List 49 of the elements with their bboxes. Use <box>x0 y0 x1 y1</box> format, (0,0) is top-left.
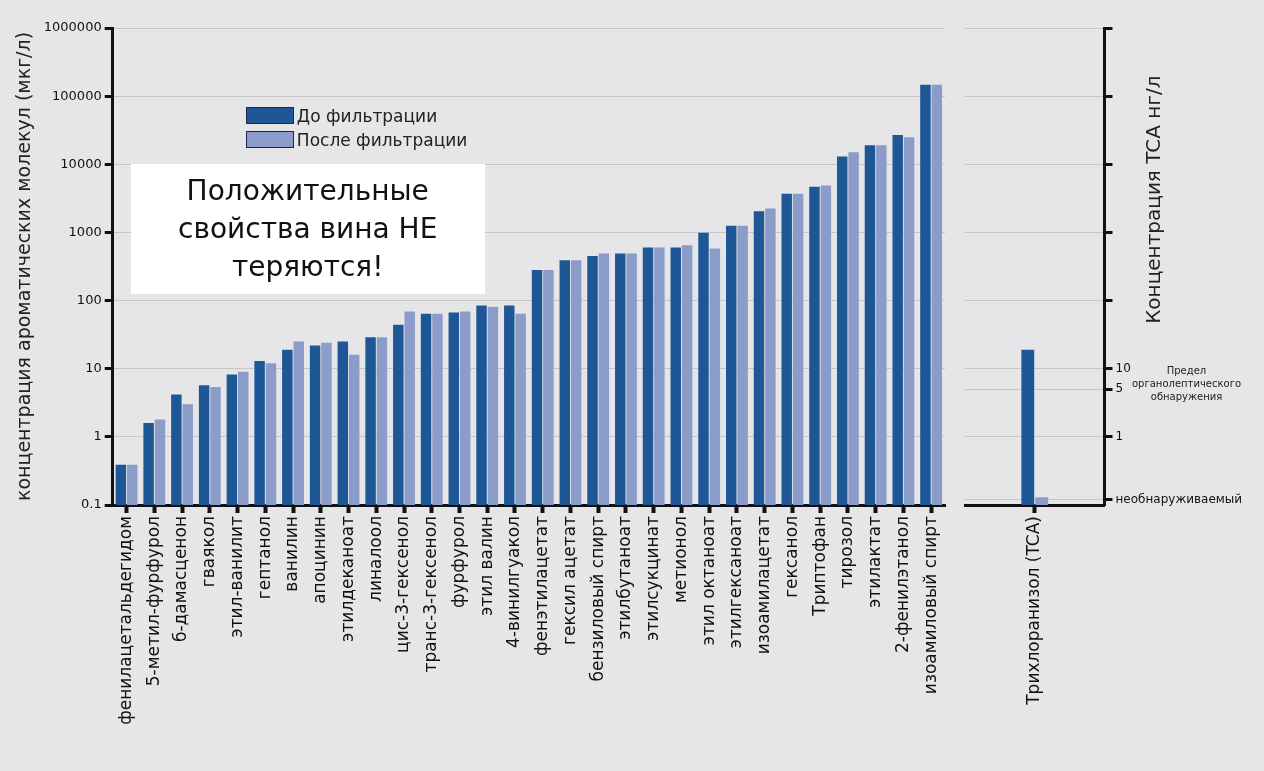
x-tick-label: этил октаноат <box>697 515 718 646</box>
x-tick-label: фурфурол <box>447 516 468 609</box>
x-tick-label: ванилин <box>281 516 302 592</box>
x-tick-label: бензиловый спирт <box>586 515 607 682</box>
x-tick-label: б-дамасценон <box>170 516 191 643</box>
x-tick-label: Трихлоранизол (TCA) <box>1023 516 1044 706</box>
x-tick-label: изоамилацетат <box>753 515 774 655</box>
x-tick-label: 4-винилгуакол <box>503 516 524 648</box>
x-tick-label: Триптофан <box>808 516 829 617</box>
x-tick-label: транс-3-гексенол <box>420 516 441 673</box>
y-tick-label: 10000 <box>60 155 102 171</box>
x-tick-label: фенэтилацетат <box>531 515 552 656</box>
y-tick-label: 1 <box>1115 428 1124 443</box>
y-tick-label: 1000 <box>68 223 102 239</box>
legend-label: После фильтрации <box>296 130 468 151</box>
x-tick-label: гваякол <box>198 516 219 588</box>
x-tick-label: гексанол <box>780 516 801 598</box>
y-tick-label: необнаруживаемый <box>1115 491 1243 506</box>
x-tick-label: метионол <box>669 516 690 604</box>
y-tick-label: 0.1 <box>81 496 102 512</box>
x-tick-label: цис-3-гексенол <box>392 516 413 653</box>
x-tick-label: этил-ванилит <box>225 515 246 638</box>
x-tick-label: 5-метил-фурфурол <box>142 516 163 687</box>
x-tick-label: этилгексаноат <box>725 515 746 649</box>
y-tick-label: 1000000 <box>43 19 102 35</box>
x-tick-label: этилактат <box>864 515 885 609</box>
callout-box: Положительные свойства вина НЕ теряются! <box>130 163 485 294</box>
y-tick-label: 100 <box>76 291 102 307</box>
legend-label: До фильтрации <box>296 106 438 127</box>
x-tick-label: этилдеканоат <box>336 515 357 642</box>
y-tick-label: 5 <box>1115 381 1124 396</box>
x-tick-label: изоамиловый спирт <box>919 515 940 695</box>
x-tick-label: 2-фенилэтанол <box>891 516 912 654</box>
y-tick-label: 1 <box>93 428 102 444</box>
x-tick-label: этилбутаноат <box>614 515 635 640</box>
y-tick-label: 100000 <box>52 87 102 103</box>
x-tick-label: этил валин <box>475 516 496 617</box>
y-tick-label: 10 <box>85 360 102 376</box>
x-tick-label: фенилацетальдегидом <box>114 516 135 725</box>
x-tick-label: апоцинин <box>309 516 330 604</box>
x-tick-label: гептанол <box>253 516 274 600</box>
y-axis-title: Концентрация TCA нг/л <box>1140 75 1165 324</box>
x-tick-label: этилсукцинат <box>642 515 663 641</box>
text: Предел органолептического обнаружения <box>1131 364 1242 404</box>
y-tick-label: 10 <box>1115 360 1131 375</box>
x-tick-label: линалоол <box>364 516 385 602</box>
x-tick-label: тирозол <box>836 516 857 589</box>
y-axis-title: концентрация ароматических молекул (мкг/л) <box>12 31 35 502</box>
x-tick-label: гексил ацетат <box>558 515 579 645</box>
